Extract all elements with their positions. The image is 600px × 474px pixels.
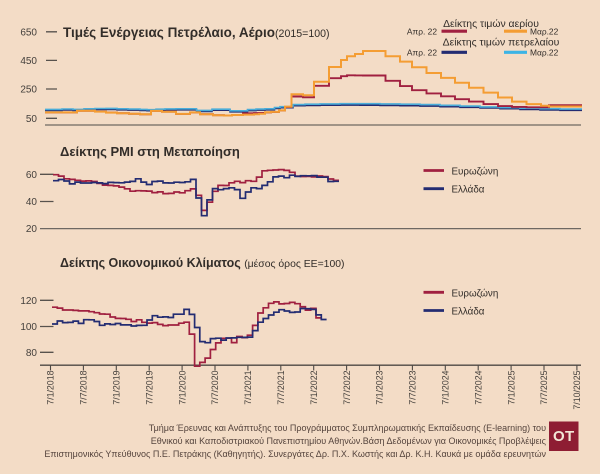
svg-text:7/10/2025: 7/10/2025	[572, 370, 582, 409]
svg-text:450: 450	[20, 56, 37, 67]
svg-text:100: 100	[20, 322, 37, 333]
svg-text:Εθνικού και Καποδιστριακού Παν: Εθνικού και Καποδιστριακού Πανεπιστημίου…	[151, 436, 547, 446]
svg-text:7/1/2020: 7/1/2020	[177, 370, 187, 404]
svg-text:60: 60	[26, 170, 38, 181]
svg-text:Τιμές Ενέργειας Πετρέλαιο, Αέρ: Τιμές Ενέργειας Πετρέλαιο, Αέριο(2015=10…	[63, 25, 330, 40]
svg-text:7/7/2019: 7/7/2019	[144, 370, 154, 404]
svg-text:7/1/2018: 7/1/2018	[46, 370, 56, 404]
svg-text:7/7/2020: 7/7/2020	[210, 370, 220, 404]
svg-text:Επιστημονικός Υπεύθυνος Π.Ε. Π: Επιστημονικός Υπεύθυνος Π.Ε. Πετράκης (Κ…	[44, 449, 546, 459]
svg-text:7/1/2019: 7/1/2019	[112, 370, 122, 404]
svg-text:Απρ. 22: Απρ. 22	[407, 48, 437, 58]
svg-text:Δείκτης PMI στη Μεταποίηση: Δείκτης PMI στη Μεταποίηση	[60, 144, 240, 159]
svg-text:7/1/2023: 7/1/2023	[375, 370, 385, 404]
svg-text:Απρ. 22: Απρ. 22	[407, 27, 437, 37]
svg-text:80: 80	[26, 348, 38, 359]
svg-text:650: 650	[20, 27, 37, 38]
svg-text:7/7/2023: 7/7/2023	[408, 370, 418, 404]
svg-text:7/7/2025: 7/7/2025	[539, 370, 549, 404]
svg-text:Μαρ.22: Μαρ.22	[530, 48, 559, 58]
svg-text:250: 250	[20, 85, 37, 96]
svg-text:Τμήμα Έρευνας και Ανάπτυξης το: Τμήμα Έρευνας και Ανάπτυξης του Προγράμμ…	[149, 423, 546, 433]
svg-text:Ευρωζώνη: Ευρωζώνη	[452, 167, 499, 178]
svg-text:120: 120	[20, 296, 37, 307]
svg-text:Ευρωζώνη: Ευρωζώνη	[452, 288, 499, 299]
svg-text:Δείκτης τιμών πετρελαίου: Δείκτης τιμών πετρελαίου	[443, 37, 560, 49]
svg-text:40: 40	[26, 197, 38, 208]
svg-text:20: 20	[26, 224, 38, 235]
svg-text:Ελλάδα: Ελλάδα	[452, 185, 485, 196]
svg-text:50: 50	[26, 114, 38, 125]
svg-text:7/1/2025: 7/1/2025	[506, 370, 516, 404]
svg-text:7/7/2021: 7/7/2021	[276, 370, 286, 404]
svg-text:7/1/2022: 7/1/2022	[309, 370, 319, 404]
svg-text:Δείκτης τιμών αερίου: Δείκτης τιμών αερίου	[443, 18, 539, 30]
svg-text:Δείκτης Οικονομικού Κλίματος (: Δείκτης Οικονομικού Κλίματος (μέσος όρος…	[60, 256, 344, 270]
svg-text:7/7/2022: 7/7/2022	[342, 370, 352, 404]
svg-text:Ελλάδα: Ελλάδα	[452, 307, 485, 318]
svg-text:7/1/2024: 7/1/2024	[441, 370, 451, 404]
svg-text:OT: OT	[553, 428, 575, 445]
svg-text:7/7/2018: 7/7/2018	[79, 370, 89, 404]
svg-text:Μαρ.22: Μαρ.22	[530, 27, 559, 37]
svg-text:7/7/2024: 7/7/2024	[473, 370, 483, 404]
svg-text:7/1/2021: 7/1/2021	[243, 370, 253, 404]
